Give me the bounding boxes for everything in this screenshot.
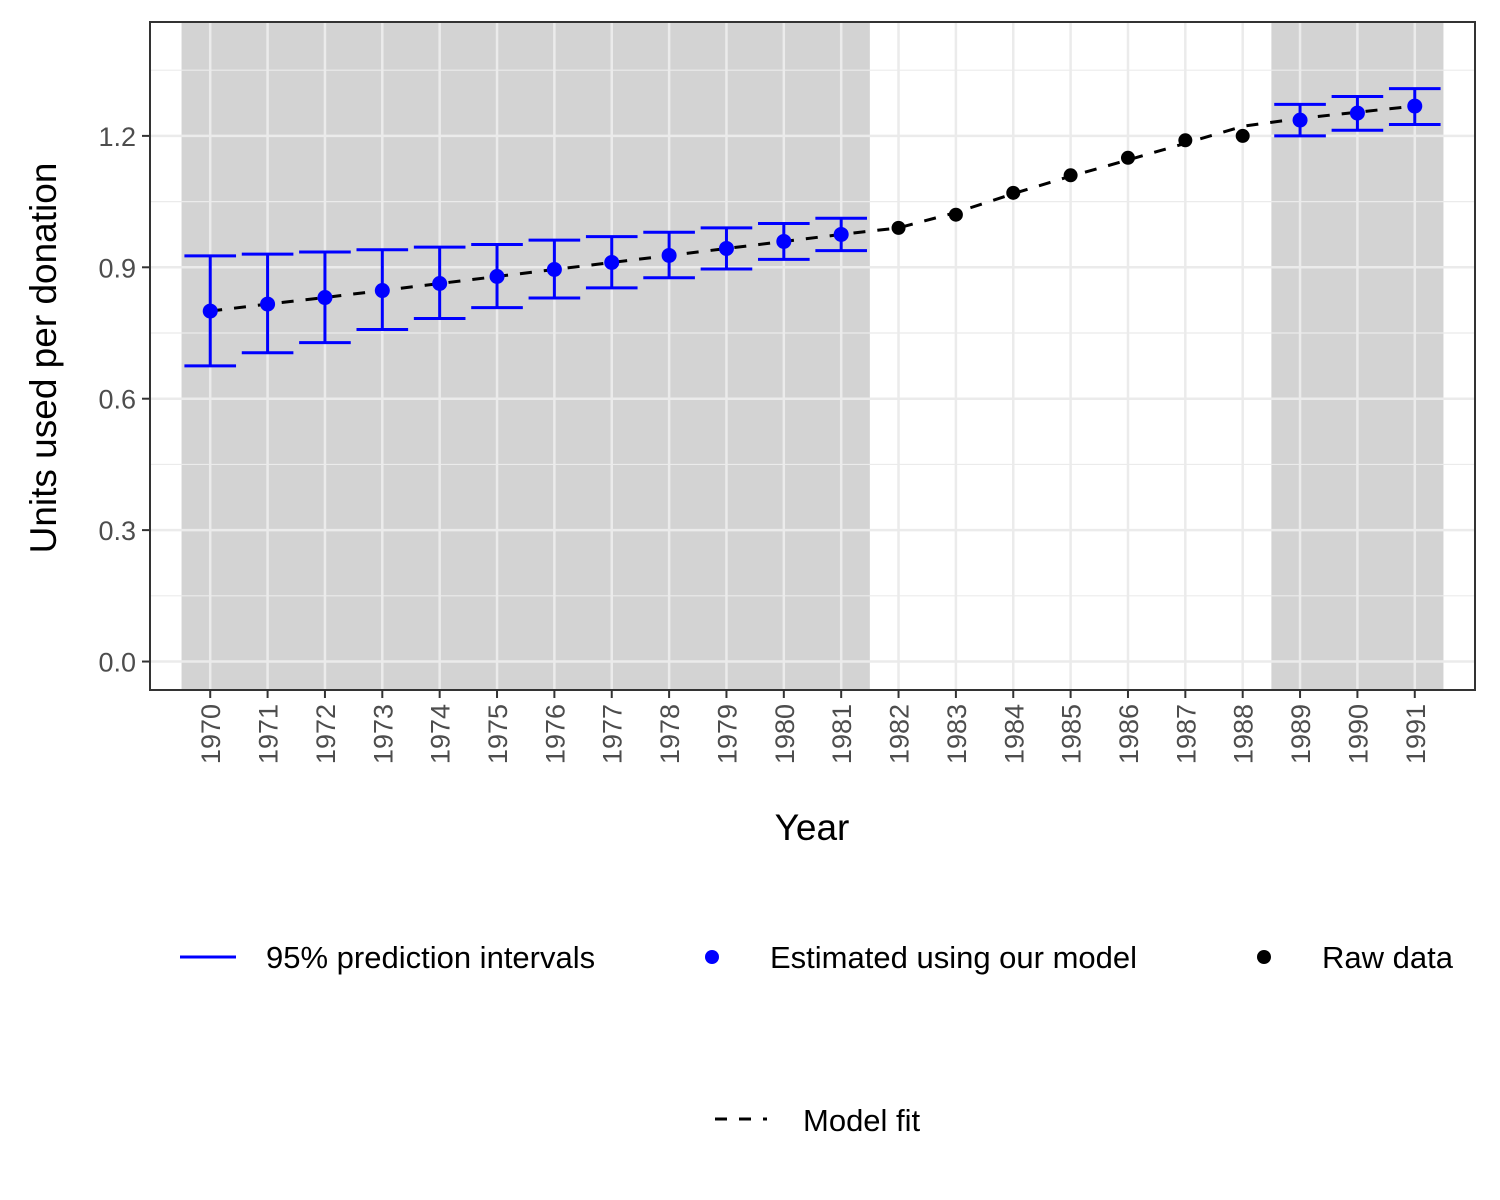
x-tick-label: 1985 bbox=[1057, 704, 1087, 764]
x-tick-label: 1982 bbox=[885, 704, 915, 764]
y-tick-label: 1.2 bbox=[98, 122, 136, 152]
estimated-point-1990 bbox=[1349, 105, 1365, 121]
x-tick-label: 1972 bbox=[311, 704, 341, 764]
legend-label-estimated: Estimated using our model bbox=[770, 940, 1137, 975]
raw-point-1987 bbox=[1178, 133, 1193, 148]
x-tick-label: 1970 bbox=[196, 704, 226, 764]
x-tick-label: 1976 bbox=[540, 704, 570, 764]
x-tick-label: 1973 bbox=[368, 704, 398, 764]
x-tick-label: 1983 bbox=[942, 704, 972, 764]
legend-item-fit: Model fit bbox=[715, 1103, 921, 1138]
legend-item-raw: Raw data bbox=[1257, 940, 1454, 975]
x-tick-label: 1980 bbox=[770, 704, 800, 764]
raw-point-1986 bbox=[1120, 150, 1135, 165]
estimated-point-1971 bbox=[260, 296, 276, 312]
x-tick-label: 1978 bbox=[655, 704, 685, 764]
x-tick-label: 1989 bbox=[1286, 704, 1316, 764]
x-tick-label: 1975 bbox=[483, 704, 513, 764]
raw-point-1982 bbox=[891, 220, 906, 235]
legend-item-intervals: 95% prediction intervals bbox=[180, 940, 595, 975]
legend-item-estimated: Estimated using our model bbox=[705, 940, 1137, 975]
x-tick-label: 1991 bbox=[1401, 704, 1431, 764]
estimated-point-1991 bbox=[1407, 98, 1423, 114]
legend-label-raw: Raw data bbox=[1322, 940, 1454, 975]
x-axis-title: Year bbox=[775, 807, 850, 848]
model-fit-line bbox=[210, 104, 1415, 313]
estimated-point-1975 bbox=[489, 268, 505, 284]
x-tick-label: 1974 bbox=[426, 704, 456, 764]
y-axis-title: Units used per donation bbox=[23, 163, 64, 554]
shaded-region-1 bbox=[181, 22, 870, 690]
x-tick-label: 1979 bbox=[712, 704, 742, 764]
y-tick-label: 0.3 bbox=[98, 516, 136, 546]
legend-key-estimated-point bbox=[705, 950, 719, 964]
y-tick-label: 0.0 bbox=[98, 648, 136, 678]
x-tick-label: 1984 bbox=[999, 704, 1029, 764]
panel-border bbox=[149, 21, 1476, 691]
raw-point-1984 bbox=[1006, 185, 1021, 200]
y-axis: 0.0 0.3 0.6 0.9 1.2 bbox=[98, 122, 150, 678]
estimated-point-1977 bbox=[604, 254, 620, 270]
estimated-point-1974 bbox=[432, 276, 448, 292]
x-tick-label: 1977 bbox=[598, 704, 628, 764]
estimated-point-1980 bbox=[776, 233, 792, 249]
legend-label-fit: Model fit bbox=[803, 1103, 921, 1138]
data-points bbox=[202, 98, 1423, 319]
estimated-point-1978 bbox=[661, 247, 677, 263]
estimated-point-1970 bbox=[202, 303, 218, 319]
raw-point-1988 bbox=[1235, 128, 1250, 143]
estimated-point-1989 bbox=[1292, 112, 1308, 128]
x-tick-label: 1971 bbox=[254, 704, 284, 764]
estimated-point-1972 bbox=[317, 290, 333, 306]
x-tick-label: 1987 bbox=[1171, 704, 1201, 764]
estimated-point-1981 bbox=[833, 226, 849, 242]
y-tick-label: 0.9 bbox=[98, 253, 136, 283]
estimated-point-1979 bbox=[718, 240, 734, 256]
x-tick-label: 1988 bbox=[1229, 704, 1259, 764]
x-tick-label: 1986 bbox=[1114, 704, 1144, 764]
x-tick-label: 1981 bbox=[827, 704, 857, 764]
legend-key-raw-point bbox=[1257, 950, 1271, 964]
legend: 95% prediction intervals Estimated using… bbox=[180, 940, 1454, 1138]
estimated-point-1976 bbox=[546, 261, 562, 277]
x-tick-label: 1990 bbox=[1343, 704, 1373, 764]
model-fit-path bbox=[210, 104, 1415, 313]
y-tick-label: 0.6 bbox=[98, 385, 136, 415]
raw-point-1983 bbox=[948, 207, 963, 222]
x-axis: 1970 1971 1972 1973 1974 1975 1976 1977 1978 1979… bbox=[196, 690, 1431, 764]
legend-label-intervals: 95% prediction intervals bbox=[266, 940, 595, 975]
estimated-point-1973 bbox=[374, 283, 390, 299]
raw-point-1985 bbox=[1063, 168, 1078, 183]
shaded-regions bbox=[181, 22, 1444, 690]
